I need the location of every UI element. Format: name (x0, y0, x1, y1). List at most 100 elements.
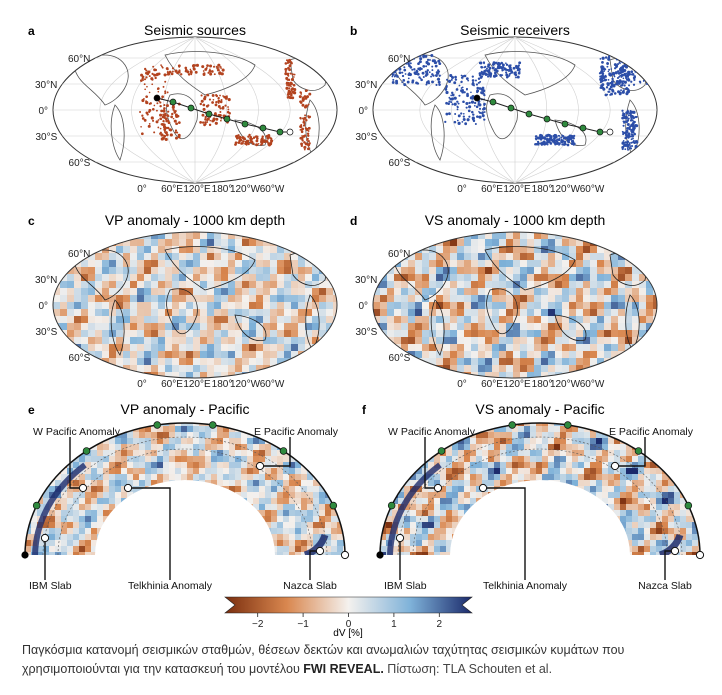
field-cell (298, 365, 306, 373)
field-cell (569, 274, 577, 282)
field-cell (103, 528, 110, 535)
field-cell (520, 295, 528, 303)
field-cell (289, 480, 296, 487)
field-cell (325, 438, 332, 445)
field-cell (263, 351, 271, 359)
field-cell (428, 438, 435, 445)
field-cell (513, 337, 521, 345)
field-cell (478, 239, 486, 247)
field-cell (207, 323, 215, 331)
field-cell (343, 438, 345, 445)
point-marker (176, 131, 179, 134)
point-marker (260, 137, 264, 141)
field-cell (291, 267, 299, 275)
field-cell (85, 516, 92, 523)
field-cell (139, 534, 146, 541)
field-cell (283, 480, 290, 487)
field-cell (193, 351, 201, 359)
field-cell (404, 468, 411, 475)
field-cell (541, 309, 549, 317)
field-cell (109, 267, 117, 275)
field-cell (470, 438, 477, 445)
field-cell (380, 450, 387, 457)
lat-tick-label: 30°N (35, 275, 57, 286)
point-marker (625, 121, 628, 124)
field-cell (373, 372, 381, 378)
field-cell (211, 432, 218, 439)
field-cell (452, 450, 459, 457)
field-cell (482, 534, 489, 541)
field-cell (151, 358, 159, 366)
point-marker (624, 136, 627, 140)
field-cell (116, 372, 124, 378)
point-marker (217, 105, 221, 108)
point-marker (600, 70, 604, 74)
field-cell (488, 474, 495, 481)
point-marker (152, 119, 155, 122)
lon-tick-label: 120°W (550, 184, 581, 195)
field-cell (130, 351, 138, 359)
point-marker (515, 76, 517, 79)
point-marker (448, 112, 451, 116)
field-cell (207, 316, 215, 324)
field-cell (37, 462, 44, 469)
field-cell (307, 450, 314, 457)
field-cell (446, 522, 453, 529)
field-cell (562, 337, 570, 345)
point-marker (461, 86, 464, 89)
field-cell (271, 510, 278, 517)
field-cell (249, 358, 257, 366)
field-cell (199, 426, 206, 433)
field-cell (53, 372, 61, 378)
field-cell (221, 253, 229, 261)
field-cell (116, 302, 124, 310)
field-cell (181, 504, 188, 511)
point-marker (608, 87, 612, 91)
field-cell (85, 546, 92, 553)
map-tick-labels: 60°N30°N0°30°S60°S0° 60°E 120°E 180°120°W 60… (35, 54, 605, 390)
field-cell (452, 552, 459, 555)
field-cell (163, 552, 170, 555)
field-cell (373, 295, 381, 303)
point-marker (434, 62, 436, 65)
field-cell (228, 365, 236, 373)
field-cell (199, 516, 206, 523)
coastline (164, 51, 256, 96)
field-cell (398, 522, 405, 529)
point-marker (284, 72, 288, 76)
field-cell (632, 239, 640, 247)
section-marker (169, 98, 177, 106)
field-cell (625, 365, 633, 373)
field-cell (289, 522, 296, 529)
point-marker (454, 97, 457, 99)
field-cell (527, 365, 535, 373)
field-cell (506, 372, 514, 378)
field-cell (31, 468, 38, 475)
field-cell (464, 260, 472, 268)
point-marker (629, 112, 633, 115)
field-cell (145, 540, 152, 547)
point-marker (437, 80, 441, 84)
panel-letter: b (350, 24, 357, 38)
field-cell (277, 552, 284, 555)
point-marker (643, 62, 646, 66)
field-cell (611, 309, 619, 317)
field-cell (139, 432, 146, 439)
field-cell (394, 323, 402, 331)
field-cell (470, 468, 477, 475)
field-cell (499, 239, 507, 247)
field-cell (229, 474, 236, 481)
field-cell (604, 232, 612, 240)
point-marker (160, 109, 163, 113)
section-marker (223, 115, 231, 123)
field-cell (301, 444, 308, 451)
point-marker (290, 89, 293, 92)
field-cell (394, 232, 402, 240)
field-cell (265, 534, 272, 541)
field-cell (639, 323, 647, 331)
field-cell (249, 260, 257, 268)
field-cell (121, 504, 128, 511)
field-cell (476, 462, 483, 469)
point-marker (606, 65, 609, 68)
field-cell (193, 337, 201, 345)
